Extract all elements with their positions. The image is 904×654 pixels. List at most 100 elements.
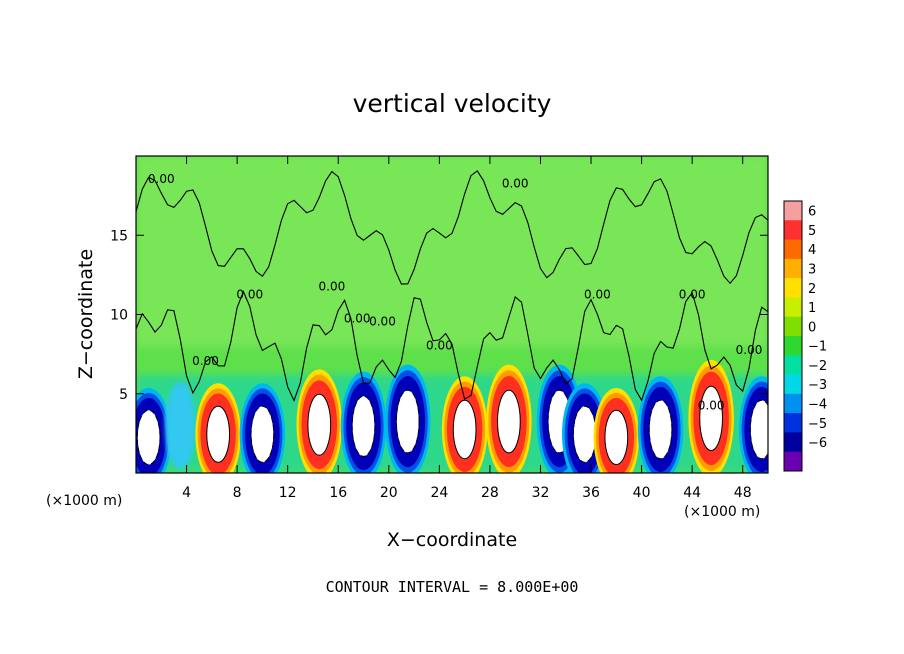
- velocity-cell: [441, 376, 488, 473]
- cell-ring: [699, 386, 723, 451]
- x-axis-label: X−coordinate: [387, 529, 517, 551]
- upper-contour: [136, 170, 768, 285]
- colorbar-frame: [783, 200, 803, 472]
- colorbar-tick-label: 0: [808, 320, 816, 335]
- contour-line: [648, 399, 673, 460]
- velocity-cell: [195, 383, 241, 473]
- contour-line: [206, 405, 231, 463]
- contour-line: [497, 389, 521, 454]
- colorbar-swatch: [784, 201, 802, 221]
- colorbar-swatch: [784, 316, 802, 337]
- contour-line: [604, 409, 629, 466]
- x-tick-label: 44: [683, 485, 701, 501]
- y-tick-label: 10: [110, 308, 128, 324]
- colorbar-swatch: [784, 355, 802, 376]
- contour-label: 0.00: [148, 172, 175, 186]
- colorbar-swatch: [784, 336, 802, 356]
- x-tick-label: 20: [380, 485, 398, 501]
- contour-label: 0.00: [192, 354, 219, 368]
- cell-ring: [352, 396, 375, 457]
- x-tick-label: 8: [233, 485, 242, 501]
- colorbar-tick-label: 3: [808, 263, 816, 278]
- cell-ring: [750, 400, 768, 459]
- velocity-cell: [165, 381, 196, 470]
- cell-ring: [396, 390, 419, 453]
- velocity-cell: [136, 387, 172, 473]
- cell-ring: [453, 400, 477, 459]
- colorbar-swatch: [784, 239, 802, 260]
- colorbar-tick-label: −2: [808, 359, 827, 374]
- x-tick-label: 12: [279, 485, 297, 501]
- colorbar-tick-label: −1: [808, 340, 827, 355]
- colorbar: 6 5 4 3 2 1 0 −1 −2 −3 −4 −5 −6: [783, 200, 827, 472]
- contour-line: [395, 389, 420, 454]
- colorbar-tick-label: 6: [808, 205, 816, 220]
- cell-ring: [649, 400, 672, 459]
- contour-label: 0.00: [236, 288, 263, 302]
- cell-ring: [497, 390, 521, 453]
- colorbar-tick-label: 5: [808, 224, 816, 239]
- colorbar-swatch: [784, 297, 802, 318]
- velocity-cell: [738, 376, 768, 473]
- cell-ring: [165, 381, 196, 470]
- velocity-cell: [593, 387, 640, 473]
- x-tick-label: 40: [633, 485, 651, 501]
- x-tick-label: 28: [481, 485, 499, 501]
- chart-title: vertical velocity: [353, 89, 552, 118]
- colorbar-swatch: [784, 258, 802, 279]
- colorbar-swatch: [784, 374, 802, 395]
- colorbar-tick-label: −4: [808, 398, 827, 413]
- cell-ring: [307, 394, 331, 456]
- x-tick-label: 4: [182, 485, 191, 501]
- contour-label: 0.00: [426, 338, 453, 352]
- contour-line: [136, 409, 161, 466]
- colorbar-swatch: [784, 432, 802, 453]
- colorbar-swatch: [784, 413, 802, 433]
- x-axis: 4 8 12 16 20 24 28 32 36 40 44 48: [182, 156, 752, 501]
- velocity-cell: [239, 383, 286, 473]
- colorbar-tick-label: 1: [808, 301, 816, 316]
- contour-label: 0.00: [736, 343, 763, 357]
- x-unit-label-right: (×1000 m): [684, 504, 760, 520]
- y-axis-label: Z−coordinate: [75, 249, 97, 379]
- cell-ring: [137, 410, 160, 465]
- colorbar-swatch: [784, 393, 802, 414]
- x-tick-label: 24: [430, 485, 448, 501]
- cell-ring: [251, 406, 274, 463]
- x-unit-label-left: (×1000 m): [46, 493, 122, 509]
- contour-label: 0.00: [502, 177, 529, 191]
- x-tick-label: 32: [532, 485, 550, 501]
- cell-ring: [573, 406, 596, 463]
- upper-band: [136, 156, 768, 347]
- contour-label: 0.00: [369, 315, 396, 329]
- velocity-cell: [486, 364, 532, 473]
- contour-label: 0.00: [319, 280, 346, 294]
- colorbar-swatch: [784, 278, 802, 298]
- x-tick-label: 16: [329, 485, 347, 501]
- colorbar-tick-label: −6: [808, 436, 827, 451]
- contour-interval-note: CONTOUR INTERVAL = 8.000E+00: [326, 578, 579, 596]
- contour-line: [307, 393, 332, 456]
- contour-label: 0.00: [344, 311, 371, 325]
- x-tick-label: 48: [734, 485, 752, 501]
- velocity-field: 0.000.000.000.000.000.000.00 0.000.000.00…: [136, 156, 768, 473]
- contour-line: [452, 399, 477, 460]
- velocity-cell: [385, 364, 431, 473]
- velocity-cell: [688, 359, 734, 473]
- colorbar-tick-label: 2: [808, 282, 816, 297]
- y-tick-label: 15: [110, 228, 128, 244]
- contour-label: 0.00: [698, 399, 725, 413]
- colorbar-tick-label: −3: [808, 378, 827, 393]
- colorbar-tick-label: 4: [808, 243, 816, 258]
- velocity-cell: [296, 369, 343, 473]
- y-axis: 5 10 15: [110, 228, 768, 403]
- colorbar-swatch: [784, 220, 802, 241]
- contour-label: 0.00: [584, 288, 611, 302]
- contour-line: [699, 385, 723, 451]
- cell-ring: [206, 406, 230, 463]
- colorbar-tick-label: −5: [808, 417, 827, 432]
- y-tick-label: 5: [119, 387, 128, 403]
- contour-label: 0.00: [679, 288, 706, 302]
- colorbar-swatch: [784, 451, 802, 472]
